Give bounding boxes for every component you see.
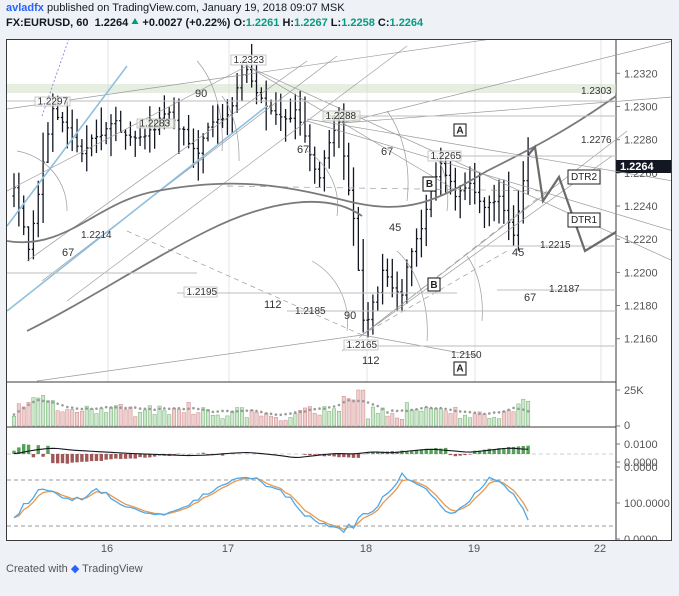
svg-text:1.2283: 1.2283 <box>140 119 171 130</box>
svg-text:1.2303: 1.2303 <box>581 86 612 97</box>
svg-text:1.2195: 1.2195 <box>187 287 218 298</box>
svg-text:1.2297: 1.2297 <box>38 97 69 108</box>
svg-text:1.2240: 1.2240 <box>624 201 658 213</box>
svg-text:0.0100: 0.0100 <box>624 439 658 451</box>
svg-text:1.2160: 1.2160 <box>624 334 658 346</box>
svg-text:1.2323: 1.2323 <box>234 55 265 66</box>
svg-text:1.2288: 1.2288 <box>326 111 357 122</box>
svg-text:0.0000: 0.0000 <box>624 462 658 474</box>
svg-text:45: 45 <box>389 222 401 234</box>
svg-text:1.2150: 1.2150 <box>451 350 482 361</box>
svg-text:45: 45 <box>512 247 524 259</box>
svg-text:1.2165: 1.2165 <box>347 340 378 351</box>
svg-text:1.2185: 1.2185 <box>295 306 326 317</box>
svg-text:67: 67 <box>62 247 74 259</box>
svg-text:0: 0 <box>624 420 630 432</box>
svg-text:DTR1: DTR1 <box>571 215 598 226</box>
svg-text:1.2215: 1.2215 <box>540 240 571 251</box>
svg-text:1.2320: 1.2320 <box>624 68 658 80</box>
svg-text:90: 90 <box>344 310 356 322</box>
svg-text:90: 90 <box>195 88 207 100</box>
svg-text:1.2265: 1.2265 <box>431 151 462 162</box>
svg-text:1.2200: 1.2200 <box>624 267 658 279</box>
svg-text:1.2300: 1.2300 <box>624 102 658 114</box>
svg-text:100.0000: 100.0000 <box>624 498 670 510</box>
svg-text:67: 67 <box>297 144 309 156</box>
svg-text:1.2187: 1.2187 <box>549 284 580 295</box>
svg-text:A: A <box>456 364 463 375</box>
svg-text:112: 112 <box>362 355 380 367</box>
svg-text:67: 67 <box>381 146 393 158</box>
svg-text:1.2220: 1.2220 <box>624 234 658 246</box>
svg-text:1.2264: 1.2264 <box>620 161 655 173</box>
svg-text:1.2280: 1.2280 <box>624 135 658 147</box>
svg-text:DTR2: DTR2 <box>571 172 598 183</box>
svg-text:B: B <box>426 179 433 190</box>
svg-text:1.2180: 1.2180 <box>624 301 658 313</box>
svg-text:67: 67 <box>524 292 536 304</box>
svg-text:1.2214: 1.2214 <box>81 230 112 241</box>
svg-text:0.0000: 0.0000 <box>624 534 658 541</box>
svg-text:B: B <box>430 280 437 291</box>
svg-text:112: 112 <box>264 299 282 311</box>
svg-text:1.2276: 1.2276 <box>581 135 612 146</box>
svg-text:A: A <box>456 126 463 137</box>
svg-text:25K: 25K <box>624 385 644 397</box>
